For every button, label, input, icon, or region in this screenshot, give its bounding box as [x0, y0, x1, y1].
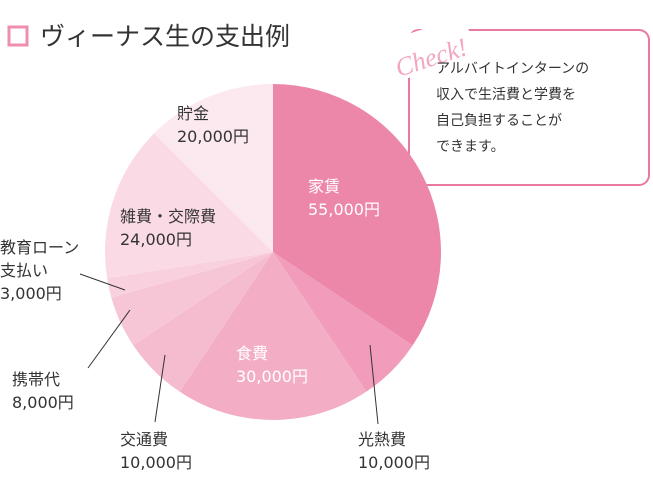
leader-line — [79, 273, 126, 291]
category-label: 教育ローン支払い — [0, 238, 80, 280]
slice — [111, 252, 273, 346]
slice — [179, 252, 367, 420]
note-line: 収入で生活費と学費を — [436, 87, 576, 103]
note-line: 自己負担することが — [436, 113, 562, 129]
value-label: 10,000円 — [358, 453, 430, 472]
pie — [104, 84, 441, 420]
slice — [133, 252, 273, 392]
category-label: 交通費 — [120, 430, 169, 449]
category-label: 光熱費 — [358, 430, 407, 449]
value-label: 24,000円 — [120, 230, 192, 249]
slice-label: 携帯代 8,000円 — [12, 368, 74, 414]
category-label: 雑費・交際費 — [120, 207, 217, 226]
title-icon — [7, 25, 29, 47]
leader-line — [87, 309, 131, 369]
note-line: アルバイトインターンの — [436, 61, 590, 77]
value-label: 30,000円 — [236, 367, 308, 386]
slice-label: 教育ローン支払い 3,000円 — [0, 236, 86, 305]
note-box — [408, 29, 650, 186]
category-label: 貯金 — [177, 104, 210, 123]
value-label: 8,000円 — [12, 393, 74, 412]
slice-label: 光熱費 10,000円 — [358, 428, 430, 474]
slice — [154, 84, 273, 252]
slice-label: 雑費・交際費 24,000円 — [120, 205, 216, 251]
slice-label: 貯金 20,000円 — [177, 102, 249, 148]
slice-label: 食費 30,000円 — [236, 342, 308, 388]
slice — [104, 133, 273, 279]
leader-lines — [79, 273, 379, 425]
value-label: 20,000円 — [177, 127, 249, 146]
chart-title: ヴィーナス生の支出例 — [40, 22, 290, 51]
category-label: 家賃 — [308, 177, 341, 196]
slice-label: 交通費 10,000円 — [120, 428, 192, 474]
slice — [107, 252, 273, 298]
category-label: 食費 — [236, 344, 269, 363]
value-label: 3,000円 — [0, 284, 62, 303]
slice — [273, 252, 413, 392]
note-line: できます。 — [436, 139, 505, 155]
leader-line — [369, 344, 379, 425]
category-label: 携帯代 — [12, 370, 61, 389]
note-heading-bg — [380, 15, 478, 83]
slice-label: 家賃 55,000円 — [308, 175, 380, 221]
value-label: 55,000円 — [308, 200, 380, 219]
slice — [273, 84, 441, 346]
value-label: 10,000円 — [120, 453, 192, 472]
leader-line — [154, 354, 166, 423]
